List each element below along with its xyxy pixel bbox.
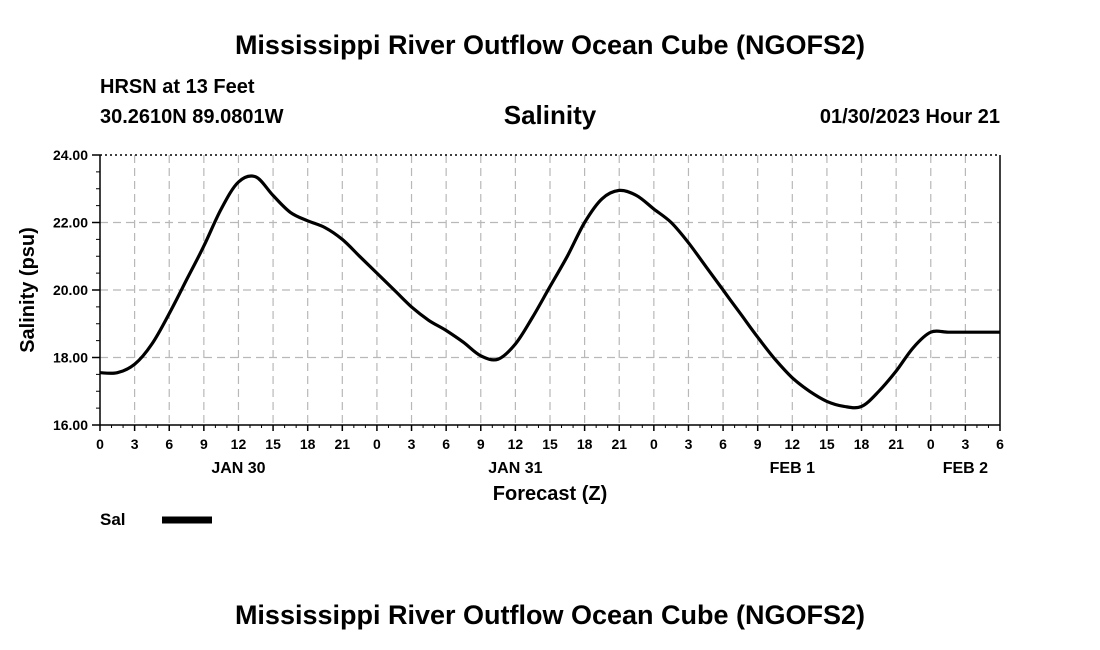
x-tick-label: 3	[408, 436, 416, 452]
x-tick-label: 6	[442, 436, 450, 452]
y-axis-ticks: 16.00 18.00 20.00 22.00 24.00	[53, 147, 100, 433]
x-axis-ticks: 0 3 6 9 12 15 18 21 0 3 6 9 12 15 18 21 0 3 6 9 12 15 18 21 0 3 6	[96, 425, 1004, 452]
x-tick-label: 0	[373, 436, 381, 452]
y-tick-label: 16.00	[53, 417, 88, 433]
data-series	[99, 174, 1000, 410]
x-tick-label: 18	[300, 436, 316, 452]
x-tick-label: 0	[650, 436, 658, 452]
x-axis-label: Forecast (Z)	[493, 483, 607, 505]
salinity-chart: 16.00 18.00 20.00 22.00 24.00 0 3 6 9 12 15 18 21 0 3…	[17, 147, 1004, 529]
series-line-sal	[99, 174, 1000, 410]
day-label: JAN 30	[211, 460, 265, 477]
day-label: FEB 1	[770, 460, 815, 477]
x-tick-label: 18	[577, 436, 593, 452]
x-tick-label: 3	[961, 436, 969, 452]
legend-label: Sal	[100, 510, 126, 529]
x-tick-label: 15	[819, 436, 835, 452]
day-labels: JAN 30 JAN 31 FEB 1 FEB 2	[211, 460, 988, 477]
station-label: HRSN at 13 Feet	[100, 76, 255, 98]
x-tick-label: 3	[685, 436, 693, 452]
x-tick-label: 12	[508, 436, 524, 452]
x-tick-label: 9	[477, 436, 485, 452]
x-tick-label: 0	[927, 436, 935, 452]
x-tick-label: 6	[165, 436, 173, 452]
y-axis-label: Salinity (psu)	[17, 227, 39, 353]
x-tick-label: 18	[854, 436, 870, 452]
y-tick-label: 18.00	[53, 350, 88, 366]
x-tick-label: 0	[96, 436, 104, 452]
chart-subtitle: Salinity	[503, 100, 597, 130]
x-tick-label: 21	[888, 436, 904, 452]
x-tick-label: 21	[335, 436, 351, 452]
day-label: JAN 31	[488, 460, 542, 477]
station-coordinates: 30.2610N 89.0801W	[100, 106, 284, 128]
x-tick-label: 12	[231, 436, 247, 452]
x-tick-label: 9	[200, 436, 208, 452]
x-tick-label: 12	[785, 436, 801, 452]
day-label: FEB 2	[943, 460, 988, 477]
chart-title-bottom: Mississippi River Outflow Ocean Cube (NG…	[234, 600, 866, 630]
x-tick-label: 15	[542, 436, 558, 452]
forecast-datetime: 01/30/2023 Hour 21	[819, 106, 1000, 128]
y-tick-label: 20.00	[53, 282, 88, 298]
y-tick-label: 24.00	[53, 147, 88, 163]
chart-grid	[100, 155, 1000, 425]
x-tick-label: 15	[265, 436, 281, 452]
y-tick-label: 22.00	[53, 215, 88, 231]
x-tick-label: 21	[611, 436, 627, 452]
chart-title-top: Mississippi River Outflow Ocean Cube (NG…	[234, 30, 866, 60]
x-tick-label: 9	[754, 436, 762, 452]
x-tick-label: 6	[996, 436, 1004, 452]
x-tick-label: 3	[131, 436, 139, 452]
x-tick-label: 6	[719, 436, 727, 452]
